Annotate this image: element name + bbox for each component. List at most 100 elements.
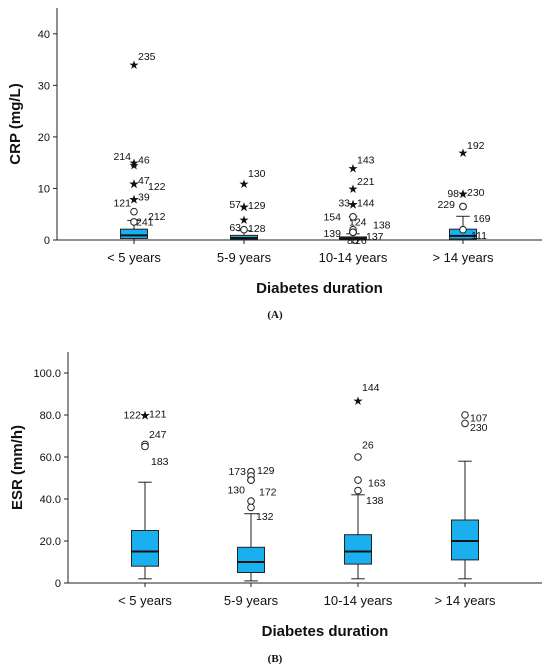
panel-a-category-label: > 14 years [432,250,494,265]
panel-a-outlier-label: 235 [138,51,156,63]
panel-b-y-axis-title: ESR (mm/h) [9,425,26,510]
panel-a-outlier-label: 154 [323,211,341,223]
panel-a-outlier-label: 98 [447,188,459,200]
panel-b-outlier-label: 183 [151,456,169,468]
panel-b-outlier-label: 132 [256,511,274,523]
panel-a-extreme-marker: ★ [129,177,140,191]
panel-a-outlier-label: 129 [248,200,266,212]
panel-a-y-tick-label: 20 [38,132,50,144]
panel-a-outlier-label: 137 [366,231,384,243]
panel-a-extreme-marker: ★ [129,159,140,173]
panel-b-category-label: 10-14 years [324,593,393,608]
panel-a-category-label: 5-9 years [217,250,272,265]
panel-b-outlier-marker [247,497,255,505]
panel-b-outlier-label: 138 [366,495,384,507]
panel-b-box [237,546,265,573]
panel-a-extreme-marker: ★ [458,187,469,201]
panel-a-outlier-label: 63 [229,222,241,234]
panel-a-extreme-marker: ★ [458,146,469,160]
panel-b-box [131,530,159,567]
panel-a-extreme-marker: ★ [129,58,140,72]
panel-b-outlier-marker [461,419,469,428]
panel-a-extreme-marker: ★ [239,200,250,214]
panel-b-outlier-label: 173 [228,466,246,478]
panel-a-outlier-label: 169 [473,213,491,225]
panel-a-outlier-label: 192 [467,140,485,152]
panel-b-outlier-marker [354,486,362,495]
panel-a-outlier-marker [349,228,357,237]
panel-b-outlier-marker [354,476,362,484]
panel-b-outlier-label: 129 [257,465,275,477]
panel-a-extreme-marker: ★ [129,177,140,191]
panel-b-y-tick-label: 0 [55,578,61,590]
panel-b-y-tick-label: 60.0 [40,452,61,464]
panel-b-outlier-marker [247,476,255,484]
panel-a-outlier-marker [459,202,467,211]
panel-b-outlier-label: 122 [123,410,141,422]
panel-b-category-label: 5-9 years [224,593,279,608]
panel-b-x-axis-title: Diabetes duration [262,623,389,640]
panel-a-category-label: 10-14 years [319,250,388,265]
panel-a-extreme-marker: ★ [458,187,469,201]
panel-b-box [451,519,479,561]
panel-b-outlier-label: 144 [362,382,380,394]
panel-a-outlier-marker [349,213,357,221]
panel-a-outlier-label: 138 [373,219,391,231]
panel-a-extreme-marker: ★ [129,192,140,206]
panel-b-outlier-label: 163 [368,478,386,490]
panel-b-outlier-label: 26 [362,440,374,452]
panel-a-category-label: < 5 years [107,250,161,265]
panel-a-extreme-marker: ★ [239,213,250,227]
panel-b-outlier-marker [461,411,469,419]
panel-a-y-tick-label: 40 [38,29,50,41]
panel-a-outlier-label: 57 [229,199,241,211]
panel-b-extreme-marker: ★ [140,409,151,423]
panel-a-outlier-label: 229 [437,199,455,211]
panel-b-outlier-label: 107 [470,413,488,425]
panel-a-extreme-marker: ★ [129,156,140,170]
panel-a-outlier-label: 85 [347,235,359,247]
panel-a-box [120,228,148,239]
panel-a-outlier-label: 39 [138,191,150,203]
panel-a-y-tick-label: 30 [38,80,50,92]
panel-b-y-tick-label: 20.0 [40,536,61,548]
panel-b-outlier-label: 247 [149,429,167,441]
panel-a-outlier-label: 230 [467,187,485,199]
panel-a-extreme-marker: ★ [348,182,359,196]
panel-a-outlier-marker [130,218,138,226]
panel-b-outlier-label: 172 [259,487,277,499]
panel-a-outlier-label: 221 [357,176,375,188]
panel-a-y-tick-label: 0 [44,235,50,247]
panel-a-outlier-label: 33 [338,197,350,209]
panel-a-outlier-marker [459,225,467,234]
panel-a-extreme-marker: ★ [348,197,359,211]
panel-b-outlier-marker [141,442,149,451]
panel-a-extreme-marker: ★ [239,177,250,191]
panel-b-category-label: > 14 years [434,593,496,608]
panel-a-outlier-label: 46 [138,155,150,167]
panel-a-outlier-label: 139 [323,228,341,240]
panel-a-outlier-marker [130,207,138,216]
panel-b-y-tick-label: 80.0 [40,410,61,422]
panel-b-outlier-marker [354,453,362,461]
panel-b-outlier-marker [247,503,255,512]
panel-a-outlier-label: 143 [357,154,375,166]
panel-a-outlier-label: 212 [148,211,166,223]
panel-b-extreme-marker: ★ [140,409,151,423]
panel-b-extreme-marker: ★ [353,394,364,408]
panel-a-outlier-label: 121 [113,197,131,209]
panel-a-outlier-label: 26 [355,235,367,247]
panel-a-extreme-marker: ★ [129,192,140,206]
panel-b-outlier-label: 230 [470,422,488,434]
panel-a-y-tick-label: 10 [38,183,50,195]
panel-a-extreme-marker: ★ [348,197,359,211]
panel-a-outlier-label: 130 [248,168,266,180]
panel-b-y-tick-label: 100.0 [33,368,61,380]
panel-a-panel-label: (A) [267,309,283,321]
panel-a-y-axis-title: CRP (mg/L) [7,83,24,164]
panel-a-outlier-label: 128 [248,223,266,235]
panel-a-outlier-label: 214 [113,151,131,163]
panel-a-extreme-marker: ★ [348,161,359,175]
panel-a-x-axis-title: Diabetes duration [256,280,383,297]
